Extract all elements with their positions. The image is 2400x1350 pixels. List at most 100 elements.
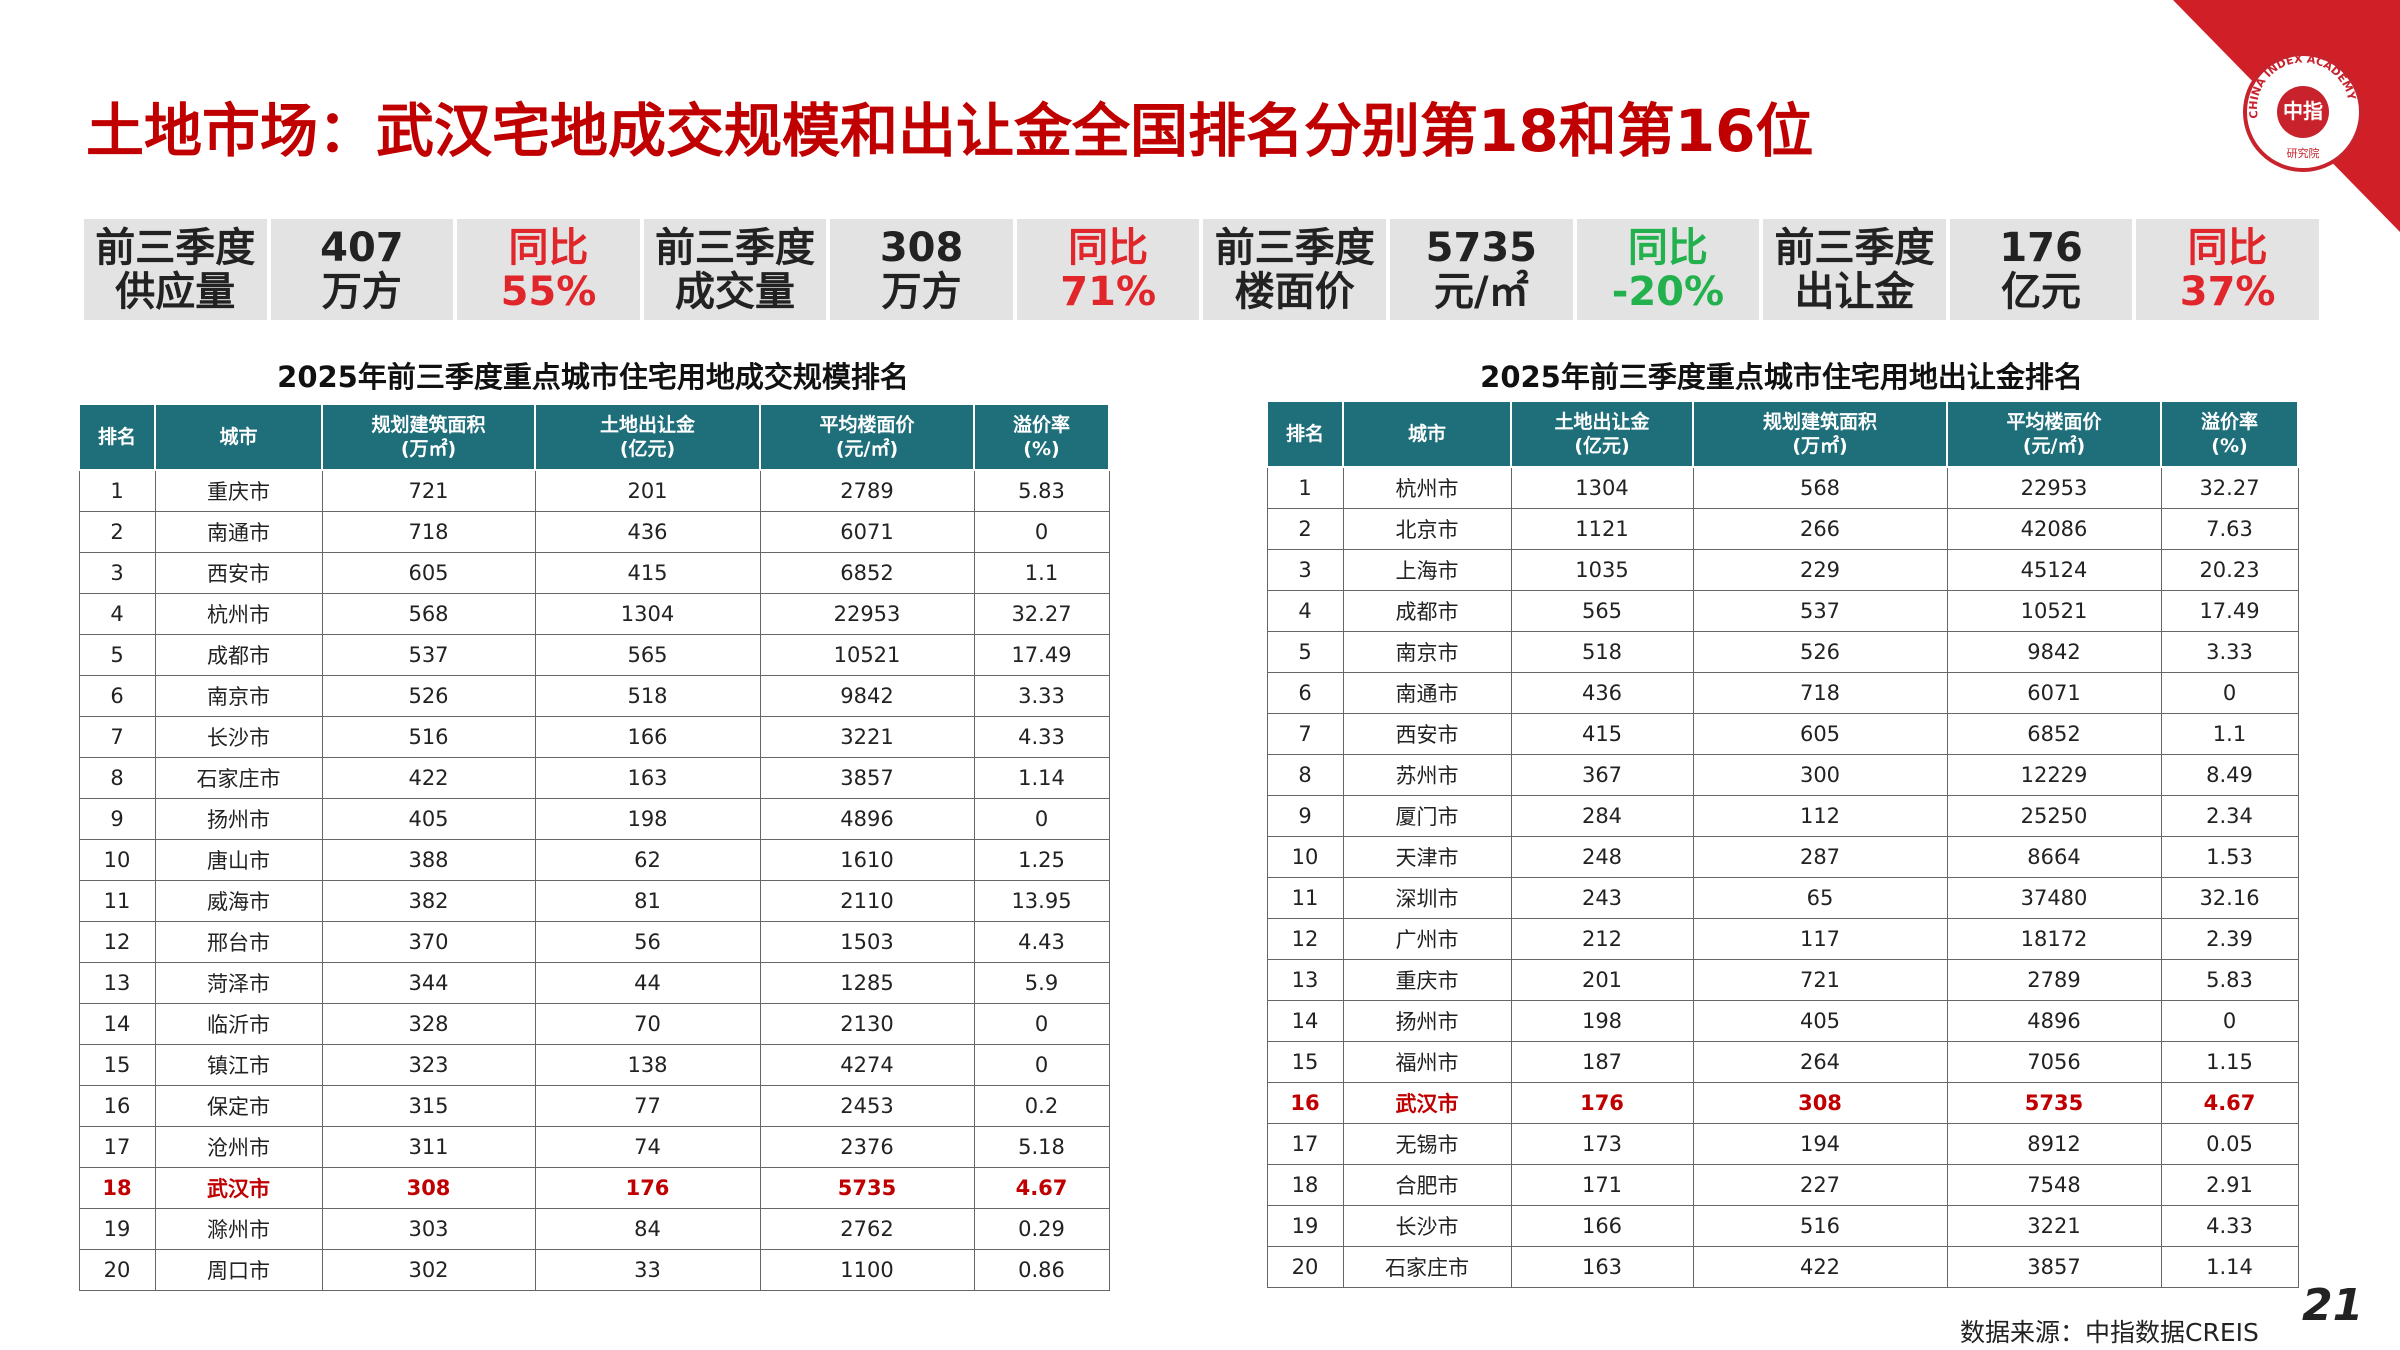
table-cell: 518 xyxy=(1510,631,1694,673)
header-line: (万㎡) xyxy=(1792,435,1848,457)
table-cell: 南通市 xyxy=(154,511,323,553)
table-cell: 邢台市 xyxy=(154,921,323,963)
summary-change: 同比 55% xyxy=(457,219,640,320)
table-cell: 138 xyxy=(534,1044,761,1086)
header-cell: 排名 xyxy=(78,403,156,471)
table-cell: 杭州市 xyxy=(154,593,323,635)
header-line: 规划建筑面积 xyxy=(1762,411,1877,433)
table-row: 10 唐山市 388 62 1610 1.25 xyxy=(78,839,1110,881)
table-cell: 248 xyxy=(1510,836,1694,878)
page-number: 21 xyxy=(2302,1280,2364,1331)
table-cell: 2.91 xyxy=(2160,1164,2299,1206)
table-cell: 12229 xyxy=(1946,754,2162,796)
table-cell: 173 xyxy=(1510,1123,1694,1165)
table-cell: 0 xyxy=(973,1044,1110,1086)
table-row: 2 北京市 1121 266 42086 7.63 xyxy=(1266,508,2299,550)
table-cell: 4.43 xyxy=(973,921,1110,963)
table-cell: 565 xyxy=(534,634,761,676)
table-cell: 周口市 xyxy=(154,1249,323,1291)
table-cell: 石家庄市 xyxy=(154,757,323,799)
table-cell: 171 xyxy=(1510,1164,1694,1206)
table-cell: 388 xyxy=(321,839,536,881)
summary-line: 万方 xyxy=(321,268,402,315)
table-cell: 19 xyxy=(1266,1205,1344,1247)
table-row: 20 周口市 302 33 1100 0.86 xyxy=(78,1249,1110,1291)
table-cell: 成都市 xyxy=(1342,590,1512,632)
table-cell: 1.15 xyxy=(2160,1041,2299,1083)
table-cell: 74 xyxy=(534,1126,761,1168)
summary-line: 万方 xyxy=(881,268,962,315)
table-cell: 721 xyxy=(1692,959,1948,1001)
table-cell: 3.33 xyxy=(973,675,1110,717)
table-cell: 7548 xyxy=(1946,1164,2162,1206)
table-cell: 22953 xyxy=(759,593,975,635)
table-cell: 243 xyxy=(1510,877,1694,919)
table-cell: 2789 xyxy=(759,469,975,512)
table-row: 15 镇江市 323 138 4274 0 xyxy=(78,1044,1110,1086)
summary-line: 55% xyxy=(500,268,597,315)
table-cell: 518 xyxy=(534,675,761,717)
table-cell: 605 xyxy=(1692,713,1948,755)
summary-metric: 前三季度 楼面价 xyxy=(1203,219,1387,320)
header-cell: 城市 xyxy=(154,403,323,471)
table-cell: 扬州市 xyxy=(1342,1000,1512,1042)
table-cell: 2.34 xyxy=(2160,795,2299,837)
table-cell: 81 xyxy=(534,880,761,922)
table-title: 2025年前三季度重点城市住宅用地出让金排名 xyxy=(1480,360,2083,394)
table-cell: 武汉市 xyxy=(154,1167,323,1209)
table-cell: 1503 xyxy=(759,921,975,963)
header-cell: 排名 xyxy=(1266,400,1344,468)
table-cell: 2 xyxy=(78,511,156,553)
table-cell: 18 xyxy=(78,1167,156,1209)
header-cell: 城市 xyxy=(1342,400,1512,468)
table-row: 6 南京市 526 518 9842 3.33 xyxy=(78,675,1110,717)
table-cell: 3857 xyxy=(759,757,975,799)
table-cell: 深圳市 xyxy=(1342,877,1512,919)
table-cell: 56 xyxy=(534,921,761,963)
table-row: 11 威海市 382 81 2110 13.95 xyxy=(78,880,1110,922)
table-cell: 6 xyxy=(78,675,156,717)
table-cell: 7 xyxy=(78,716,156,758)
table-cell: 70 xyxy=(534,1003,761,1045)
table-cell: 37480 xyxy=(1946,877,2162,919)
table-cell: 77 xyxy=(534,1085,761,1127)
table-cell: 5.83 xyxy=(973,469,1110,512)
table-cell: 1 xyxy=(1266,466,1344,509)
table-cell: 264 xyxy=(1692,1041,1948,1083)
table-cell: 石家庄市 xyxy=(1342,1246,1512,1288)
table-cell: 17 xyxy=(1266,1123,1344,1165)
table-cell: 436 xyxy=(534,511,761,553)
table-cell: 保定市 xyxy=(154,1085,323,1127)
table-cell: 605 xyxy=(321,552,536,594)
table-cell: 13 xyxy=(78,962,156,1004)
table-row: 17 无锡市 173 194 8912 0.05 xyxy=(1266,1123,2299,1165)
table-cell: 17 xyxy=(78,1126,156,1168)
table-cell: 天津市 xyxy=(1342,836,1512,878)
table-cell: 568 xyxy=(321,593,536,635)
table-cell: 201 xyxy=(534,469,761,512)
summary-line: 同比 xyxy=(1068,224,1149,271)
table-row: 17 沧州市 311 74 2376 5.18 xyxy=(78,1126,1110,1168)
table-cell: 45124 xyxy=(1946,549,2162,591)
table-row: 3 西安市 605 415 6852 1.1 xyxy=(78,552,1110,594)
table-cell: 526 xyxy=(1692,631,1948,673)
table-cell: 17.49 xyxy=(973,634,1110,676)
table-cell: 19 xyxy=(78,1208,156,1250)
table-cell: 2376 xyxy=(759,1126,975,1168)
logo: CHINA INDEX ACADEMY 中指 研究院 xyxy=(2173,0,2400,232)
table-row: 14 临沂市 328 70 2130 0 xyxy=(78,1003,1110,1045)
table-cell: 1.14 xyxy=(973,757,1110,799)
summary-line: 楼面价 xyxy=(1234,268,1355,315)
ranking-table: 排名 城市 土地出让金 (亿元) 规划建筑面积 (万㎡) 平均楼面价 (元/㎡) 溢价率 (%) 1… xyxy=(1266,400,2299,1288)
table-cell: 1.1 xyxy=(973,552,1110,594)
header-cell: 规划建筑面积 (万㎡) xyxy=(321,403,536,471)
summary-metric: 前三季度 供应量 xyxy=(84,219,267,320)
header-line: 规划建筑面积 xyxy=(371,414,486,436)
table-cell: 112 xyxy=(1692,795,1948,837)
table-title: 2025年前三季度重点城市住宅用地成交规模排名 xyxy=(277,360,909,394)
seal-core xyxy=(2277,86,2329,138)
table-row: 14 扬州市 198 405 4896 0 xyxy=(1266,1000,2299,1042)
table-row: 19 长沙市 166 516 3221 4.33 xyxy=(1266,1205,2299,1247)
summary-value: 176 亿元 xyxy=(1949,219,2133,320)
table-row: 8 苏州市 367 300 12229 8.49 xyxy=(1266,754,2299,796)
